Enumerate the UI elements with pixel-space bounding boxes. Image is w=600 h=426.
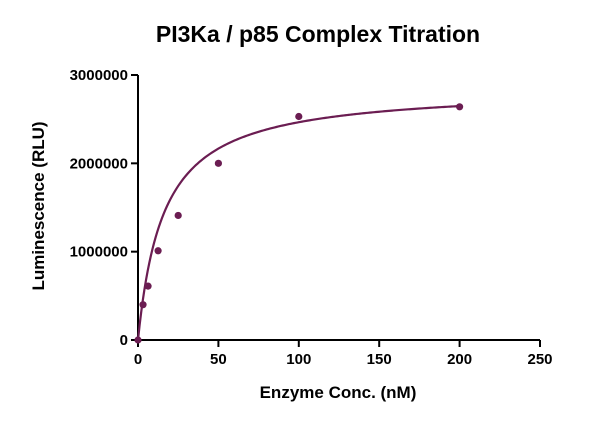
y-tick-label: 3000000 bbox=[70, 67, 128, 84]
data-point bbox=[154, 247, 162, 255]
data-point bbox=[139, 301, 147, 309]
x-tick-label: 250 bbox=[527, 351, 552, 368]
chart-title: PI3Ka / p85 Complex Titration bbox=[156, 21, 480, 47]
x-tick-label: 100 bbox=[286, 351, 311, 368]
y-tick-label: 0 bbox=[120, 332, 128, 349]
fit-curve-group bbox=[136, 104, 460, 341]
data-point bbox=[214, 159, 222, 167]
data-point bbox=[144, 282, 152, 290]
y-tick-label: 1000000 bbox=[70, 244, 128, 261]
data-points-group bbox=[134, 103, 464, 344]
y-tick-label: 2000000 bbox=[70, 155, 128, 172]
data-point bbox=[456, 103, 464, 111]
x-tick-label: 50 bbox=[210, 351, 227, 368]
y-axis-label: Luminescence (RLU) bbox=[29, 121, 48, 290]
x-axis-label: Enzyme Conc. (nM) bbox=[260, 383, 417, 402]
x-tick-label: 200 bbox=[447, 351, 472, 368]
data-point bbox=[295, 112, 303, 121]
x-tick-label: 150 bbox=[367, 351, 392, 368]
data-point bbox=[174, 211, 182, 220]
x-tick-label: 0 bbox=[134, 351, 142, 368]
fit-curve bbox=[136, 104, 460, 341]
axes: 0 1000000 2000000 3000000 0 50 100 150 200 250 bbox=[70, 67, 553, 368]
data-point bbox=[134, 336, 142, 344]
